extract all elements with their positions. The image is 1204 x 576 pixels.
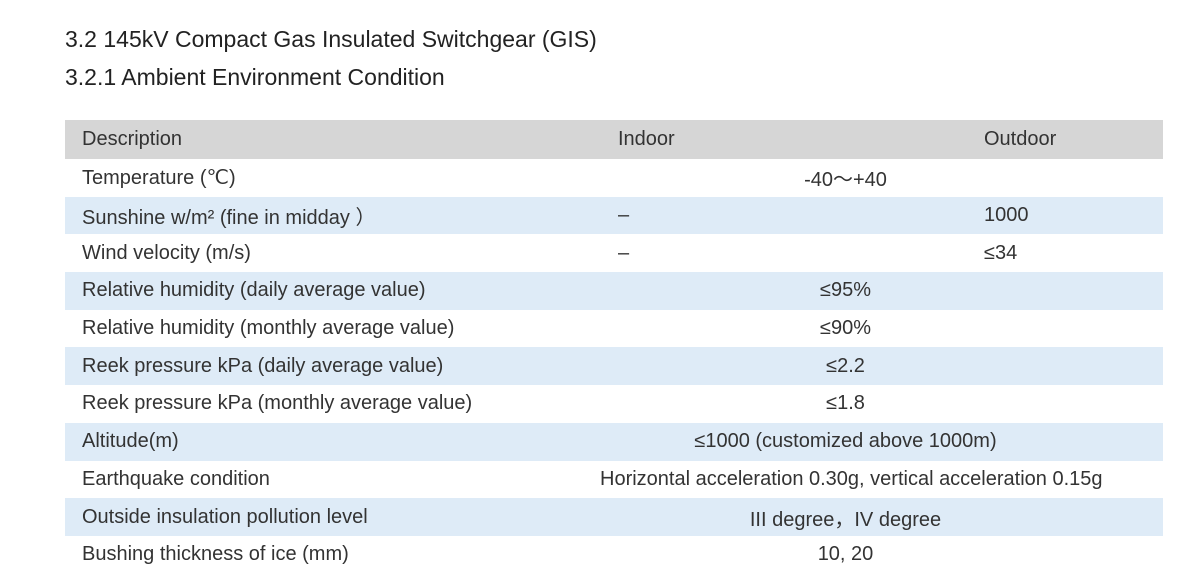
column-header: Indoor (600, 120, 967, 159)
description-cell: Wind velocity (m/s) (82, 241, 251, 264)
table-row: Temperature (℃) -40～+40 (65, 159, 1163, 197)
value-cell: ≤90% (819, 317, 871, 340)
value-cell: ≤1.8 (826, 392, 865, 415)
indoor-cell: – (618, 241, 630, 264)
description-cell: Sunshine w/m² (fine in midday ） (65, 196, 600, 235)
value-cell: III degree，IV degree (600, 498, 1163, 536)
description-cell: Relative humidity (daily average value) (65, 272, 600, 310)
section-title: 3.2 145kV Compact Gas Insulated Switchge… (65, 26, 597, 52)
table-row: Wind velocity (m/s) – ≤34 (65, 234, 1163, 272)
value-cell: Horizontal acceleration 0.30g, vertical … (600, 467, 1103, 490)
description-cell: Reek pressure kPa (monthly average value… (82, 392, 473, 415)
value-cell: ≤95% (600, 272, 1163, 310)
table-row: Altitude(m) ≤1000 (customized above 1000m… (65, 422, 1163, 461)
description-cell: Earthquake condition (82, 467, 270, 490)
subsection-title: 3.2.1 Ambient Environment Condition (65, 64, 445, 90)
description-cell: Temperature (℃) (82, 167, 236, 190)
table-row: Relative humidity (monthly average value… (65, 310, 1163, 348)
table-row: Outside insulation pollution level III de… (65, 498, 1163, 536)
column-header: Outdoor (967, 120, 1163, 159)
column-header: Description (65, 120, 600, 159)
table-row: Earthquake condition Horizontal accelerat… (65, 461, 1163, 499)
table-row: Sunshine w/m² (fine in midday ） –1000 (65, 196, 1163, 235)
outdoor-cell: 1000 (967, 196, 1163, 235)
table-row: Reek pressure kPa (daily average value) ≤… (65, 347, 1163, 386)
description-cell: Bushing thickness of ice (mm) (82, 543, 349, 566)
value-cell: ≤2.2 (600, 347, 1163, 386)
table-row: Reek pressure kPa (monthly average value… (65, 385, 1163, 423)
description-cell: Relative humidity (monthly average value… (82, 317, 455, 340)
indoor-cell: – (600, 196, 967, 235)
description-cell: Altitude(m) (65, 422, 600, 461)
table-row: Relative humidity (daily average value) ≤… (65, 272, 1163, 310)
description-cell: Outside insulation pollution level (65, 498, 600, 536)
value-cell: 10, 20 (817, 543, 874, 566)
value-cell: -40～+40 (804, 169, 887, 192)
description-cell: Reek pressure kPa (daily average value) (65, 347, 600, 386)
header-row: Description Indoor Outdoor (65, 120, 1163, 159)
value-cell: ≤1000 (customized above 1000m) (600, 422, 1163, 461)
outdoor-cell: ≤34 (984, 241, 1018, 264)
table-row: Bushing thickness of ice (mm) 10, 20 (65, 536, 1163, 574)
conditions-table: Description Indoor Outdoor Temperature (… (65, 120, 1163, 574)
